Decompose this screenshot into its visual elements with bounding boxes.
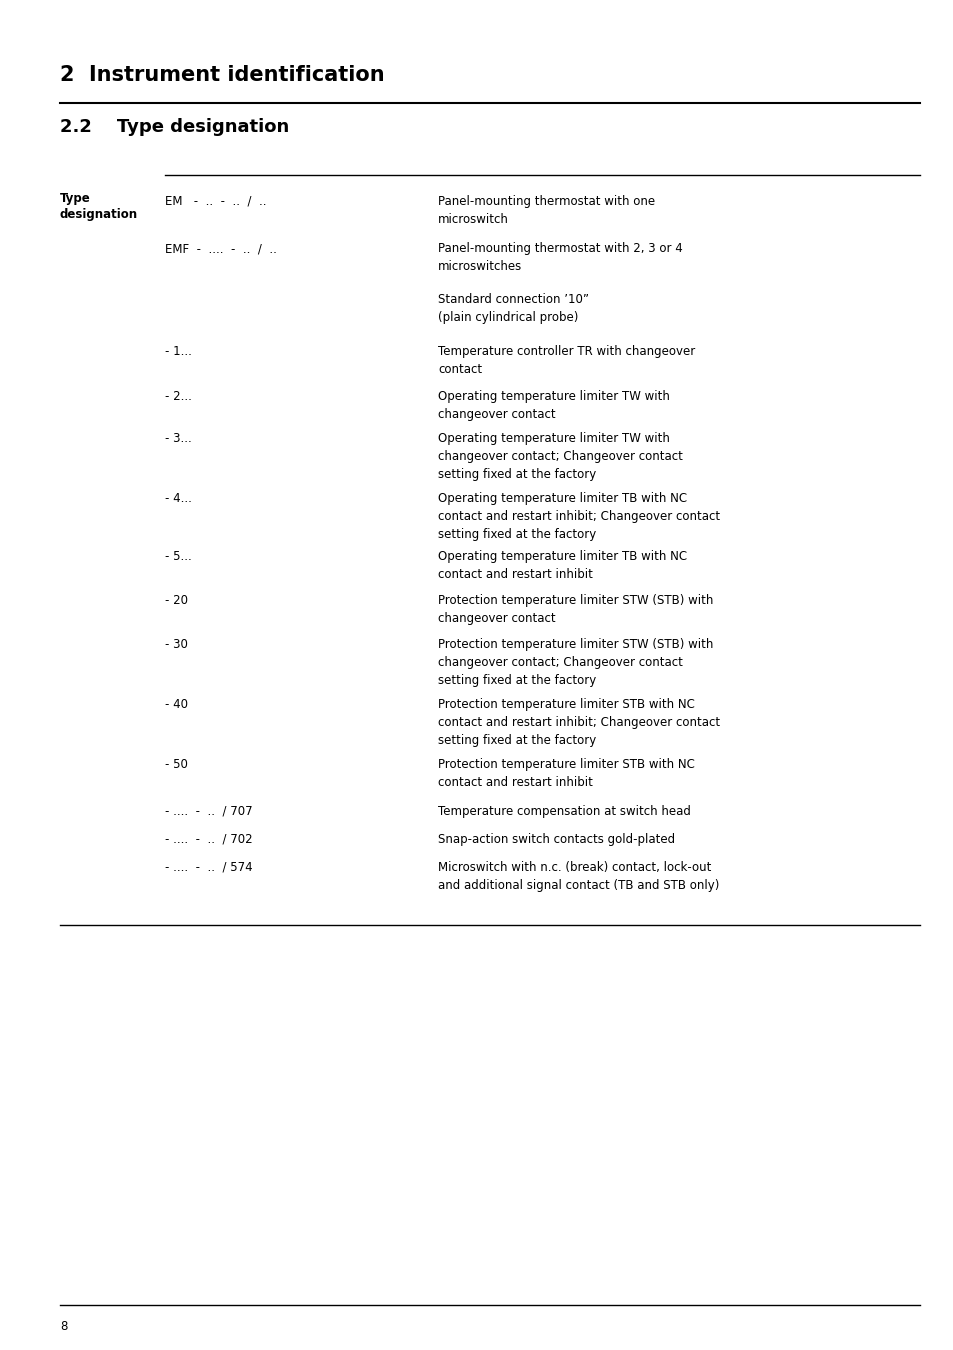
Text: Operating temperature limiter TW with
changeover contact: Operating temperature limiter TW with ch… — [437, 390, 669, 421]
Text: 2  Instrument identification: 2 Instrument identification — [60, 65, 384, 85]
Text: - ....  -  ..  / 707: - .... - .. / 707 — [165, 805, 253, 818]
Text: - ....  -  ..  / 702: - .... - .. / 702 — [165, 833, 253, 846]
Text: Temperature controller TR with changeover
contact: Temperature controller TR with changeove… — [437, 346, 695, 377]
Text: Panel-mounting thermostat with one
microswitch: Panel-mounting thermostat with one micro… — [437, 194, 655, 225]
Text: - 20: - 20 — [165, 594, 188, 608]
Text: 2.2    Type designation: 2.2 Type designation — [60, 117, 289, 136]
Text: - 5...: - 5... — [165, 549, 192, 563]
Text: designation: designation — [60, 208, 138, 221]
Text: Operating temperature limiter TB with NC
contact and restart inhibit; Changeover: Operating temperature limiter TB with NC… — [437, 491, 720, 541]
Text: 8: 8 — [60, 1320, 68, 1332]
Text: Operating temperature limiter TB with NC
contact and restart inhibit: Operating temperature limiter TB with NC… — [437, 549, 686, 580]
Text: Protection temperature limiter STW (STB) with
changeover contact: Protection temperature limiter STW (STB)… — [437, 594, 713, 625]
Text: Protection temperature limiter STB with NC
contact and restart inhibit: Protection temperature limiter STB with … — [437, 757, 694, 788]
Text: Snap-action switch contacts gold-plated: Snap-action switch contacts gold-plated — [437, 833, 675, 846]
Text: - ....  -  ..  / 574: - .... - .. / 574 — [165, 861, 253, 873]
Text: - 50: - 50 — [165, 757, 188, 771]
Text: Standard connection ’10”
(plain cylindrical probe): Standard connection ’10” (plain cylindri… — [437, 293, 588, 324]
Text: EM   -  ..  -  ..  /  ..: EM - .. - .. / .. — [165, 194, 266, 208]
Text: EMF  -  ....  -  ..  /  ..: EMF - .... - .. / .. — [165, 242, 276, 255]
Text: - 3...: - 3... — [165, 432, 192, 446]
Text: Type: Type — [60, 192, 91, 205]
Text: Temperature compensation at switch head: Temperature compensation at switch head — [437, 805, 690, 818]
Text: Protection temperature limiter STB with NC
contact and restart inhibit; Changeov: Protection temperature limiter STB with … — [437, 698, 720, 747]
Text: - 40: - 40 — [165, 698, 188, 711]
Text: - 1...: - 1... — [165, 346, 192, 358]
Text: Panel-mounting thermostat with 2, 3 or 4
microswitches: Panel-mounting thermostat with 2, 3 or 4… — [437, 242, 682, 273]
Text: Protection temperature limiter STW (STB) with
changeover contact; Changeover con: Protection temperature limiter STW (STB)… — [437, 639, 713, 687]
Text: Operating temperature limiter TW with
changeover contact; Changeover contact
set: Operating temperature limiter TW with ch… — [437, 432, 682, 481]
Text: Microswitch with n.c. (break) contact, lock-out
and additional signal contact (T: Microswitch with n.c. (break) contact, l… — [437, 861, 719, 892]
Text: - 4...: - 4... — [165, 491, 192, 505]
Text: - 2...: - 2... — [165, 390, 192, 404]
Text: - 30: - 30 — [165, 639, 188, 651]
